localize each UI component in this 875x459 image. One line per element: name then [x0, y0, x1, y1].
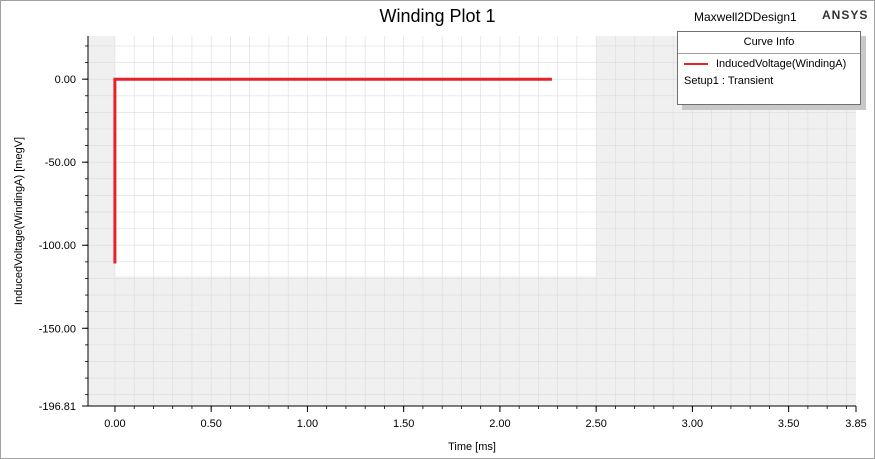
x-tick-label: 3.85: [845, 418, 866, 430]
x-tick-label: 2.00: [489, 418, 510, 430]
x-axis-label: Time [ms]: [448, 441, 496, 453]
x-tick-label: 3.00: [682, 418, 703, 430]
design-name: Maxwell2DDesign1: [694, 10, 797, 24]
legend-setup: Setup1 : Transient: [684, 75, 774, 87]
legend-series-name: InducedVoltage(WindingA): [716, 58, 847, 70]
chart-title: Winding Plot 1: [379, 6, 496, 26]
y-tick-label: -100.00: [39, 240, 76, 252]
x-tick-label: 0.00: [104, 418, 125, 430]
y-tick-label: -196.81: [39, 401, 76, 413]
y-axis-label: InducedVoltage(WindingA) [megV]: [13, 137, 25, 305]
legend-swatch: [684, 63, 708, 65]
x-tick-label: 3.50: [778, 418, 799, 430]
x-tick-label: 1.50: [393, 418, 414, 430]
legend-title: Curve Info: [678, 32, 860, 54]
legend[interactable]: Curve Info InducedVoltage(WindingA) Setu…: [677, 31, 861, 105]
series-line-induced-voltage: [113, 77, 552, 264]
y-tick-label: -50.00: [45, 157, 76, 169]
x-tick-label: 1.00: [297, 418, 318, 430]
y-tick-label: -150.00: [39, 323, 76, 335]
y-tick-label: 0.00: [55, 74, 76, 86]
data-region: [114, 36, 597, 277]
x-tick-label: 2.50: [585, 418, 606, 430]
brand-logo: ANSYS: [822, 8, 869, 22]
x-tick-label: 0.50: [200, 418, 221, 430]
